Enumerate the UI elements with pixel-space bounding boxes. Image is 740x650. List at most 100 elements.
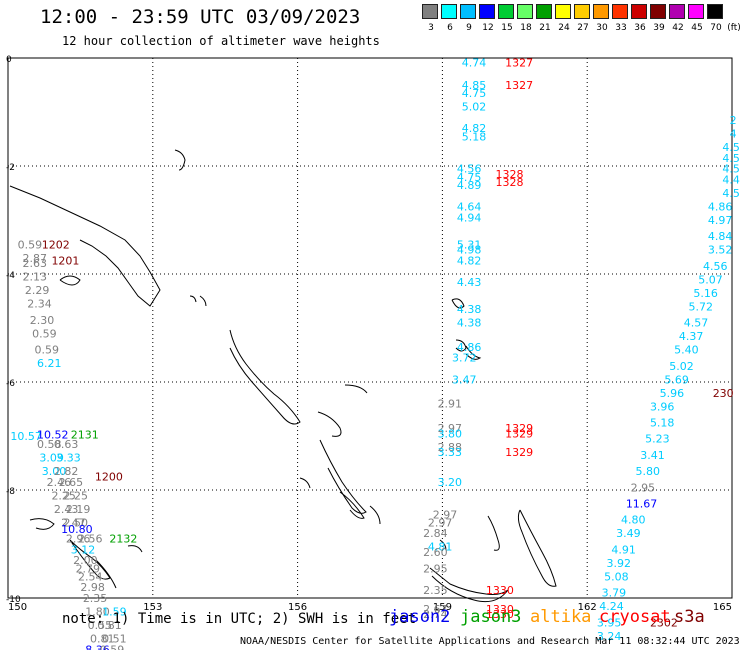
legend-jason3: jason3: [460, 607, 522, 627]
swh-data-label: 5.31: [457, 238, 482, 251]
coastline: [465, 345, 482, 360]
scale-label: 30: [596, 23, 608, 33]
swh-data-label: 2.91: [438, 398, 463, 411]
swh-data-label: 2.43: [54, 503, 79, 516]
swh-data-label: 1327: [505, 79, 533, 92]
swh-data-label: 4.56: [457, 163, 482, 176]
swh-data-label: 5.40: [674, 344, 699, 357]
swh-data-label: 3.49: [616, 527, 641, 540]
scale-swatch: [460, 4, 476, 19]
swh-data-label: 4.75: [462, 87, 487, 100]
scale-label: 12: [482, 23, 494, 33]
swh-data-label: 0.59: [35, 344, 60, 357]
scale-swatch: [669, 4, 685, 19]
swh-data-label: 5.02: [669, 360, 694, 373]
y-tick-label: 0: [6, 55, 12, 65]
scale-label: 9: [466, 23, 472, 33]
swh-data-label: 2.25: [51, 489, 76, 502]
swh-data-label: 4.4: [722, 174, 740, 187]
swh-data-label: 4.86: [457, 341, 482, 354]
swh-data-label: 2.96: [66, 533, 91, 546]
swh-data-label: 2.25: [64, 489, 89, 502]
swh-data-label: 2.34: [27, 298, 52, 311]
swh-data-label: 2.65: [59, 476, 84, 489]
y-tick-label: -4: [6, 271, 15, 281]
scale-swatch: [536, 4, 552, 19]
swh-data-label: 11.67: [626, 498, 658, 511]
swh-data-label: 2.88: [438, 441, 463, 454]
coastline: [369, 505, 381, 525]
scale-swatch: [612, 4, 628, 19]
swh-data-label: 2.00: [73, 554, 98, 567]
swh-data-label: 5.69: [664, 373, 689, 386]
coastline: [229, 329, 301, 425]
swh-data-label: 4.5: [722, 152, 740, 165]
swh-data-label: 4.89: [457, 179, 482, 192]
scale-swatch: [707, 4, 723, 19]
swh-data-label: 4.57: [684, 317, 709, 330]
swh-data-label: 1329: [505, 422, 533, 435]
y-tick-label: -6: [6, 379, 15, 389]
coastline: [199, 295, 207, 307]
x-tick-label: 159: [433, 602, 452, 613]
swh-data-label: 1200: [95, 471, 123, 484]
coastline: [339, 491, 365, 519]
swh-data-label: 4.97: [708, 214, 733, 227]
swh-data-label: 3.33: [438, 446, 463, 459]
swh-data-label: 2.54: [78, 570, 103, 583]
plot-frame: [7, 57, 733, 599]
y-tick-label: -10: [6, 595, 21, 605]
swh-data-label: 4.75: [457, 171, 482, 184]
swh-data-label: 1330: [486, 584, 514, 597]
scale-label: 18: [520, 23, 532, 33]
coastline: [429, 567, 509, 603]
scale-label: 21: [539, 23, 551, 33]
swh-data-label: 4.94: [457, 211, 482, 224]
swh-data-label: 10.52: [37, 428, 69, 441]
swh-data-label: 2.97: [438, 422, 463, 435]
x-tick-label: 165: [713, 602, 732, 613]
scale-swatch: [498, 4, 514, 19]
swh-data-label: 2.67: [423, 603, 448, 616]
swh-data-label: 0.59: [32, 327, 57, 340]
swh-data-label: 1202: [42, 238, 70, 251]
swh-data-label: 3.20: [438, 476, 463, 489]
swh-data-label: 0.59: [18, 238, 43, 251]
swh-data-label: 2.60: [423, 546, 448, 559]
swh-data-label: 10.80: [61, 523, 93, 536]
swh-data-label: 2.98: [80, 581, 105, 594]
swh-data-label: 2.74: [423, 608, 448, 621]
swh-data-label: 2.84: [423, 527, 448, 540]
swh-data-label: 3.52: [708, 244, 733, 257]
swh-data-label: 6.21: [37, 357, 62, 370]
y-tick-label: -2: [6, 163, 15, 173]
swh-data-label: 3.95: [597, 616, 622, 629]
swh-data-label: 4.84: [708, 230, 733, 243]
swh-data-label: 2132: [109, 533, 137, 546]
y-tick-label: -8: [6, 487, 15, 497]
coastline: [95, 559, 117, 589]
scale-swatch: [631, 4, 647, 19]
coastline: [29, 518, 55, 530]
swh-data-label: 4.38: [457, 317, 482, 330]
swh-data-label: 2.97: [428, 516, 453, 529]
swh-data-label: 230: [713, 387, 734, 400]
scale-label: 27: [577, 23, 589, 33]
swh-data-label: 4.98: [457, 244, 482, 257]
chart-subtitle: 12 hour collection of altimeter wave hei…: [62, 34, 380, 48]
swh-data-label: 5.02: [462, 101, 487, 114]
swh-data-label: 2.97: [433, 508, 458, 521]
swh-data-label: 2.29: [25, 284, 50, 297]
coastline: [69, 539, 111, 580]
swh-data-label: 4.86: [708, 201, 733, 214]
swh-data-label: 4.5: [722, 187, 740, 200]
swh-data-label: 3.96: [650, 400, 675, 413]
swh-data-label: 5.23: [645, 433, 670, 446]
swh-data-label: 3.00: [42, 465, 67, 478]
swh-data-label: 2.79: [76, 562, 101, 575]
coastline: [455, 339, 467, 352]
swh-data-label: 2.56: [78, 533, 103, 546]
swh-data-label: 4.38: [457, 303, 482, 316]
coastline: [319, 439, 367, 514]
